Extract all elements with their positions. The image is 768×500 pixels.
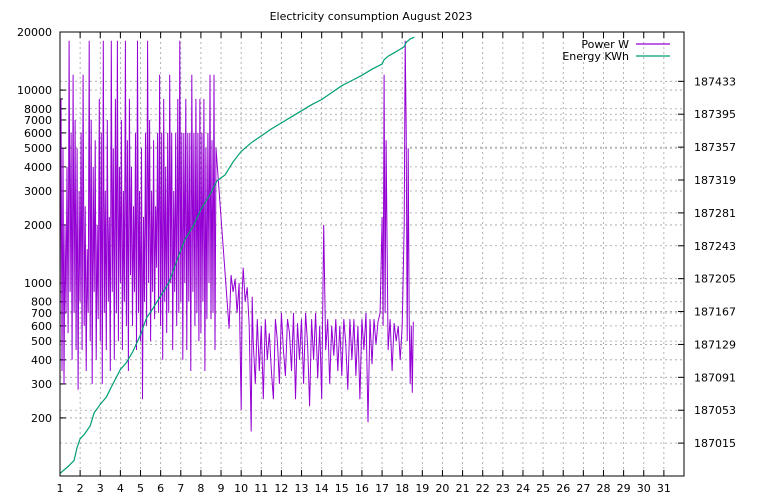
x-tick-label: 5 — [137, 482, 144, 495]
y-tick-label: 8000 — [24, 103, 52, 116]
y-tick-label: 2000 — [24, 219, 52, 232]
y-tick-label: 4000 — [24, 161, 52, 174]
x-tick-label: 6 — [157, 482, 164, 495]
y2-tick-label: 187053 — [694, 404, 736, 417]
x-axis: 1 2 3 4 5 6 7 8 9 10 11 12 13 14 15 16 17 18 19 20 21 22 23 24 2… — [57, 32, 671, 495]
y2-tick-label: 187395 — [694, 108, 736, 121]
series-layer — [59, 36, 415, 474]
x-tick-label: 29 — [617, 482, 631, 495]
y-tick-label: 200 — [31, 412, 52, 425]
y2-tick-label: 187091 — [694, 371, 736, 384]
x-tick-label: 7 — [177, 482, 184, 495]
y2-tick-label: 187357 — [694, 141, 736, 154]
x-tick-label: 4 — [117, 482, 124, 495]
x-tick-label: 11 — [254, 482, 268, 495]
x-tick-label: 18 — [395, 482, 409, 495]
x-tick-label: 12 — [274, 482, 288, 495]
y-tick-label: 5000 — [24, 142, 52, 155]
x-tick-label: 9 — [218, 482, 225, 495]
y-tick-label: 6000 — [24, 127, 52, 140]
y-tick-label: 600 — [31, 320, 52, 333]
y2-tick-label: 187015 — [694, 437, 736, 450]
y-tick-label: 7000 — [24, 114, 52, 127]
x-tick-label: 21 — [456, 482, 470, 495]
x-tick-label: 16 — [355, 482, 369, 495]
y2-tick-label: 187433 — [694, 75, 736, 88]
x-tick-label: 8 — [197, 482, 204, 495]
y-tick-label: 500 — [31, 335, 52, 348]
x-tick-label: 20 — [435, 482, 449, 495]
x-tick-label: 3 — [97, 482, 104, 495]
y2-tick-label: 187281 — [694, 207, 736, 220]
y-tick-label: 400 — [31, 354, 52, 367]
y-tick-label: 1000 — [24, 277, 52, 290]
grid — [59, 31, 684, 476]
y-tick-label: 800 — [31, 296, 52, 309]
series-line-1 — [59, 40, 414, 432]
legend-label: Power W — [581, 38, 629, 51]
legend-label: Energy KWh — [562, 50, 629, 63]
chart-title: Electricity consumption August 2023 — [270, 10, 473, 23]
y-tick-label: 300 — [31, 378, 52, 391]
x-tick-label: 28 — [596, 482, 610, 495]
x-tick-label: 17 — [375, 482, 389, 495]
x-tick-label: 2 — [77, 482, 84, 495]
x-tick-label: 30 — [637, 482, 651, 495]
x-tick-label: 25 — [536, 482, 550, 495]
y2-tick-label: 187129 — [694, 338, 736, 351]
x-tick-label: 19 — [415, 482, 429, 495]
x-tick-label: 15 — [335, 482, 349, 495]
y-tick-label: 3000 — [24, 185, 52, 198]
y-tick-label: 20000 — [17, 26, 52, 39]
x-tick-label: 27 — [576, 482, 590, 495]
x-tick-label: 26 — [556, 482, 570, 495]
series-line-2 — [59, 36, 415, 474]
x-tick-label: 14 — [315, 482, 329, 495]
x-tick-label: 10 — [234, 482, 248, 495]
y2-tick-label: 187167 — [694, 306, 736, 319]
x-tick-label: 24 — [516, 482, 530, 495]
y-tick-label: 10000 — [17, 84, 52, 97]
x-tick-label: 22 — [476, 482, 490, 495]
y2-tick-label: 187319 — [694, 174, 736, 187]
y-tick-label: 700 — [31, 307, 52, 320]
x-tick-label: 13 — [295, 482, 309, 495]
x-tick-label: 1 — [57, 482, 64, 495]
y2-tick-label: 187205 — [694, 273, 736, 286]
x-tick-label: 31 — [657, 482, 671, 495]
y2-axis: 187015 187053 187091 187129 187167 187205 1872… — [678, 75, 736, 450]
plot-frame — [59, 31, 685, 477]
x-tick-label: 23 — [496, 482, 510, 495]
y2-tick-label: 187243 — [694, 240, 736, 253]
